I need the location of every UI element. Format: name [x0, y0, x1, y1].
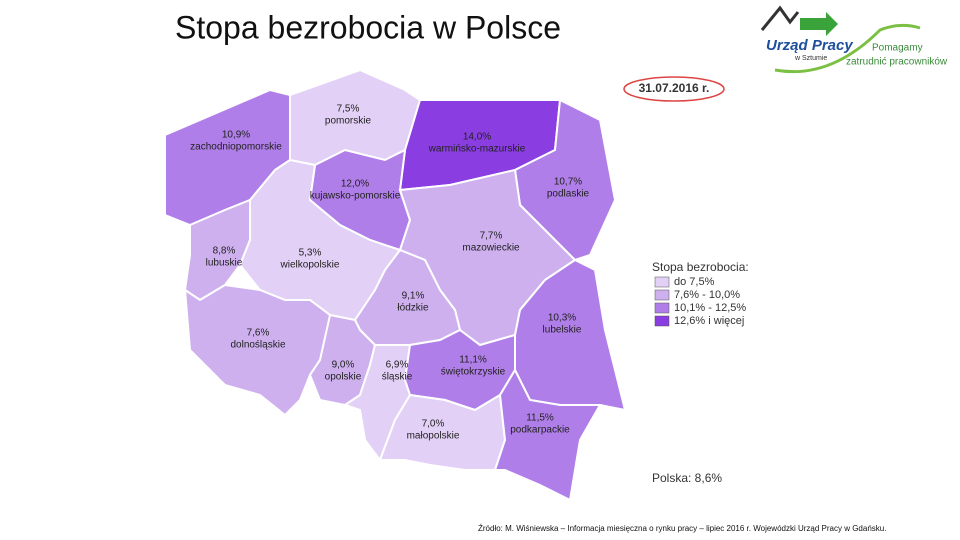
region-value: 10,3%	[548, 313, 576, 324]
region-name: śląskie	[382, 372, 413, 383]
region-value: 7,0%	[422, 419, 445, 430]
region-name: opolskie	[325, 372, 362, 383]
logo-name: Urząd Pracy	[766, 37, 853, 54]
region-value: 10,7%	[554, 177, 582, 188]
national-rate: Polska: 8,6%	[652, 471, 722, 485]
legend-label: do 7,5%	[674, 276, 715, 288]
region-name: łódzkie	[397, 303, 429, 314]
legend-swatch	[654, 289, 670, 301]
region-name: świętokrzyskie	[441, 367, 506, 378]
region-name: dolnośląskie	[230, 340, 285, 351]
logo-figure	[760, 5, 800, 31]
map: 10,9%zachodniopomorskie 7,5%pomorskie 14,0…	[164, 68, 627, 502]
region-value: 11,5%	[526, 413, 554, 424]
logo-swoosh	[774, 23, 921, 74]
region-value: 7,5%	[337, 104, 360, 115]
region-value: 10,9%	[222, 130, 250, 141]
region-name: małopolskie	[407, 431, 460, 442]
title: Stopa bezrobocia w Polsce	[175, 9, 561, 45]
region-value: 14,0%	[463, 132, 491, 143]
region-name: podkarpackie	[510, 425, 570, 436]
logo-arrow	[800, 12, 838, 36]
legend-label: 10,1% - 12,5%	[674, 302, 746, 314]
region	[493, 367, 602, 502]
logo: Urząd Pracy w Sztumie Pomagamy zatrudnić…	[760, 5, 948, 74]
region-name: podlaskie	[547, 189, 590, 200]
region-value: 8,8%	[213, 246, 236, 257]
logo-slogan: Pomagamy	[872, 43, 923, 54]
region-name: pomorskie	[325, 116, 372, 127]
region-value: 7,7%	[480, 231, 503, 242]
region-name: wielkopolskie	[280, 260, 340, 271]
region-value: 7,6%	[247, 328, 270, 339]
region-value: 12,0%	[341, 179, 369, 190]
region-value: 6,9%	[386, 360, 409, 371]
region-name: mazowieckie	[462, 243, 520, 254]
region	[378, 393, 507, 471]
region-value: 9,0%	[332, 360, 355, 371]
legend-swatch	[654, 302, 670, 314]
legend-label: 12,6% i więcej	[674, 315, 744, 327]
date: 31.07.2016 r.	[639, 81, 710, 95]
legend: Stopa bezrobocia: do 7,5%7,6% - 10,0%10,…	[652, 260, 749, 327]
legend-swatch	[654, 315, 670, 327]
region-name: kujawsko-pomorskie	[310, 191, 401, 202]
region-name: zachodniopomorskie	[190, 142, 282, 153]
logo-slogan: zatrudnić pracowników	[846, 57, 948, 68]
legend-label: 7,6% - 10,0%	[674, 289, 740, 301]
legend-swatch	[654, 276, 670, 288]
region	[183, 198, 251, 302]
region-name: lubuskie	[206, 258, 243, 269]
source: Źródło: M. Wiśniewska – Informacja miesi…	[478, 524, 886, 533]
region-value: 9,1%	[402, 291, 425, 302]
logo-place: w Sztumie	[794, 55, 827, 62]
region-name: warmińsko-mazurskie	[428, 144, 526, 155]
region-value: 5,3%	[299, 248, 322, 259]
date-circle	[623, 76, 725, 102]
region-value: 11,1%	[459, 355, 487, 366]
legend-title: Stopa bezrobocia:	[652, 260, 749, 274]
region-name: lubelskie	[543, 325, 582, 336]
